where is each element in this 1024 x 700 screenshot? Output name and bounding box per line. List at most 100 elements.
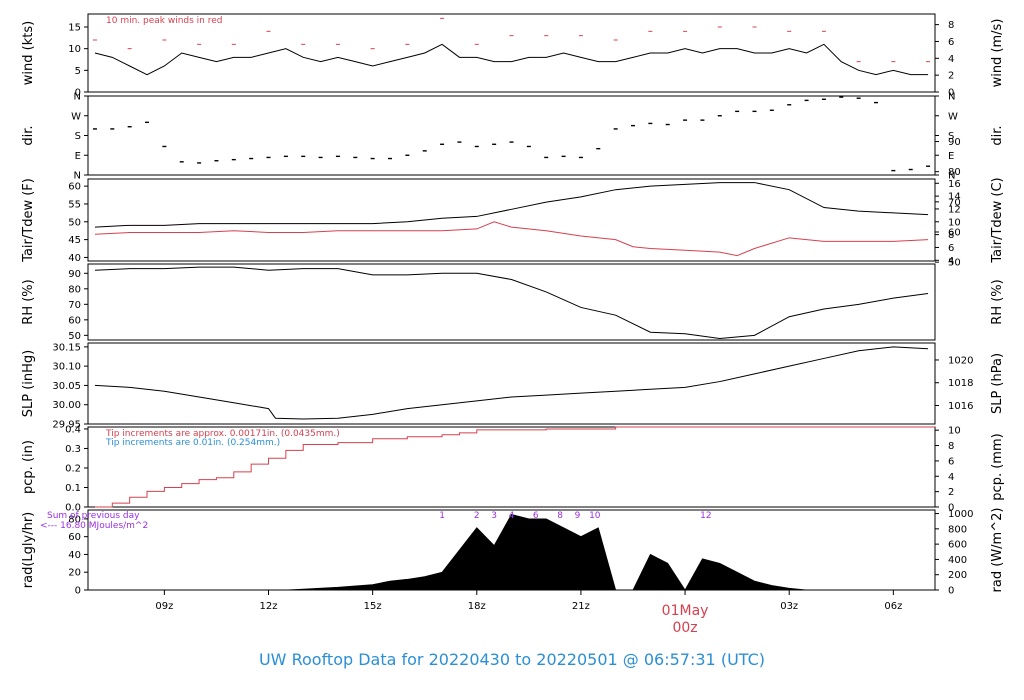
x-tick-label: 09z bbox=[155, 601, 173, 612]
y-tick-label: N bbox=[74, 92, 81, 103]
radiation-area bbox=[285, 513, 807, 591]
y-tick-label: 0.0 bbox=[65, 503, 81, 514]
y-tick-label: 20 bbox=[68, 568, 81, 579]
y2-tick-label: 1016 bbox=[948, 401, 973, 412]
date-time-label: 00z bbox=[672, 620, 697, 636]
rad-sum-note: Sum of previous day bbox=[47, 511, 140, 521]
y2-axis-title: Tair/Tdew (C) bbox=[990, 177, 1005, 263]
y-axis-title: pcp. (in) bbox=[21, 440, 36, 494]
series-line-pcp-0 bbox=[94, 426, 935, 508]
y-tick-label: W bbox=[71, 111, 81, 122]
y2-tick-label: 600 bbox=[948, 540, 967, 551]
hour-mark-label: 3 bbox=[491, 511, 497, 521]
y2-tick-label: 4 bbox=[948, 54, 954, 65]
x-tick-label: 12z bbox=[260, 601, 278, 612]
y2-tick-label: 4 bbox=[948, 256, 954, 267]
panel-slp: 29.95 30.00 30.05 30.10 30.15 1016 1018 1020 SLP… bbox=[21, 342, 1005, 430]
y-axis-title: dir. bbox=[21, 125, 36, 145]
panel-rh: 50 60 70 80 90 50 60 70 80 90 RH (%) RH (%) bbox=[21, 137, 1005, 342]
y-tick-label: 5 bbox=[75, 66, 81, 77]
hour-mark-label: 1 bbox=[439, 511, 445, 521]
panel-frame bbox=[87, 342, 936, 425]
y2-tick-label: 60 bbox=[948, 228, 961, 239]
y-tick-label: 60 bbox=[68, 532, 81, 543]
y-tick-label: 50 bbox=[68, 331, 81, 342]
y2-tick-label: 6 bbox=[948, 243, 954, 254]
y2-axis-title: SLP (hPa) bbox=[990, 353, 1005, 414]
panel-note: 10 min. peak winds in red bbox=[106, 16, 223, 26]
y-tick-label: 40 bbox=[68, 550, 81, 561]
hour-mark-label: 4 bbox=[509, 511, 515, 521]
y-tick-label: 80 bbox=[68, 284, 81, 295]
x-tick-label: 03z bbox=[780, 601, 798, 612]
y2-tick-label: 8 bbox=[948, 230, 954, 241]
y-tick-label: S bbox=[75, 131, 81, 142]
y-tick-label: 0.4 bbox=[65, 424, 81, 435]
y2-tick-label: 4 bbox=[948, 472, 954, 483]
y2-tick-label: N bbox=[948, 171, 955, 182]
rad-sum-value: <--- 16.80 MJoules/m^2 bbox=[40, 521, 148, 531]
y-tick-label: N bbox=[74, 171, 81, 182]
y-tick-label: 30.10 bbox=[52, 362, 81, 373]
y-tick-label: 55 bbox=[68, 199, 81, 210]
hour-mark-label: 12 bbox=[700, 511, 711, 521]
y2-tick-label: 50 bbox=[948, 258, 961, 269]
hour-mark-label: 6 bbox=[533, 511, 539, 521]
y2-tick-label: 1000 bbox=[948, 509, 973, 520]
y-tick-label: 0.1 bbox=[65, 483, 81, 494]
hour-mark-label: 2 bbox=[474, 511, 480, 521]
y2-tick-label: 1020 bbox=[948, 355, 973, 366]
panel-frame bbox=[87, 95, 936, 176]
y2-tick-label: 8 bbox=[948, 20, 954, 31]
y2-tick-label: 10 bbox=[948, 426, 961, 437]
y-tick-label: 45 bbox=[68, 235, 81, 246]
x-tick-label: 06z bbox=[884, 601, 902, 612]
panel-frame bbox=[87, 178, 936, 262]
y2-tick-label: 800 bbox=[948, 524, 967, 535]
y2-axis-title: pcp. (mm) bbox=[990, 433, 1005, 500]
y-tick-label: E bbox=[75, 151, 81, 162]
y2-tick-label: S bbox=[948, 131, 954, 142]
y-tick-label: 10 bbox=[68, 44, 81, 55]
series-line-rh-0 bbox=[94, 266, 929, 339]
y-tick-label: 15 bbox=[68, 23, 81, 34]
y-axis-title: rad(Lgly/hr) bbox=[21, 512, 36, 588]
y2-tick-label: 10 bbox=[948, 217, 961, 228]
y2-axis-title: RH (%) bbox=[990, 279, 1005, 324]
y2-tick-label: 14 bbox=[948, 192, 961, 203]
series-line-wind-0 bbox=[94, 43, 929, 76]
y2-tick-label: 2 bbox=[948, 487, 954, 498]
y-tick-label: 0.3 bbox=[65, 444, 81, 455]
panel-frame bbox=[87, 263, 936, 341]
hour-mark-label: 10 bbox=[589, 511, 601, 521]
y-tick-label: 60 bbox=[68, 182, 81, 193]
panel-frame bbox=[87, 426, 936, 508]
y2-tick-label: 2 bbox=[948, 71, 954, 82]
y-tick-label: 60 bbox=[68, 315, 81, 326]
y-tick-label: 0 bbox=[75, 88, 81, 99]
y2-tick-label: 12 bbox=[948, 204, 961, 215]
y-tick-label: 40 bbox=[68, 253, 81, 264]
y2-tick-label: 8 bbox=[948, 441, 954, 452]
y2-axis-title: wind (m/s) bbox=[990, 19, 1005, 88]
x-tick-label: 18z bbox=[468, 601, 486, 612]
y2-tick-label: 1018 bbox=[948, 378, 973, 389]
y-tick-label: 30.15 bbox=[52, 342, 81, 353]
y-tick-label: 0 bbox=[75, 586, 81, 597]
series-line-temp-1 bbox=[94, 221, 929, 257]
y-tick-label: 90 bbox=[68, 269, 81, 280]
panel-wind: 0 5 10 15 0 2 4 6 8 wind (kts) wind (m/s) 10 min. p… bbox=[21, 13, 1005, 99]
y-axis-title: Tair/Tdew (F) bbox=[21, 178, 36, 263]
y2-tick-label: 90 bbox=[948, 137, 961, 148]
y-axis-title: wind (kts) bbox=[21, 21, 36, 85]
tip-increment-note: Tip increments are 0.01in. (0.254mm.) bbox=[105, 438, 280, 448]
y2-tick-label: 400 bbox=[948, 555, 967, 566]
y2-axis-title: rad (W/m^2) bbox=[990, 508, 1005, 593]
figure-title: UW Rooftop Data for 20220430 to 20220501… bbox=[259, 650, 765, 669]
y2-tick-label: 6 bbox=[948, 37, 954, 48]
